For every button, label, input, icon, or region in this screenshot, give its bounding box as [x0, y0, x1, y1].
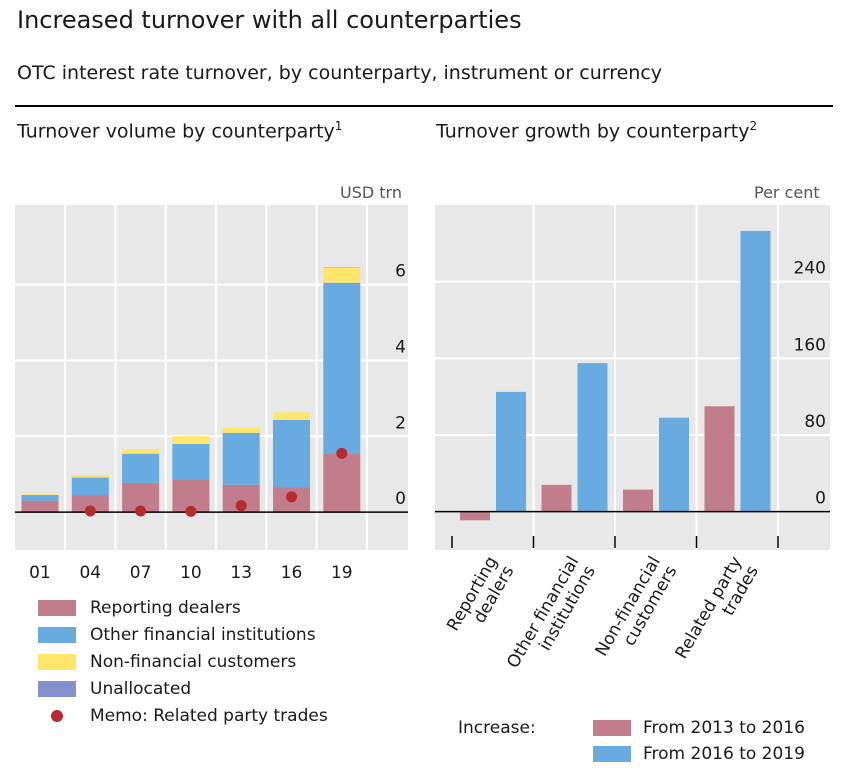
legend-swatch [38, 626, 76, 643]
chart-subtitle: OTC interest rate turnover, by counterpa… [17, 62, 663, 84]
legend-label: Memo: Related party trades [90, 705, 328, 726]
legend-swatch [38, 599, 76, 616]
left-unit-label: USD trn [340, 183, 402, 202]
memo-dot [235, 500, 247, 512]
bar-segment [21, 500, 59, 513]
memo-dot [135, 505, 147, 517]
bar-segment [122, 453, 160, 483]
bar-segment [21, 494, 59, 496]
bar [460, 511, 490, 521]
bar-segment [222, 427, 260, 433]
y-tick-label: 160 [794, 335, 826, 355]
y-tick-label: 0 [815, 489, 826, 509]
y-tick-label: 2 [395, 413, 406, 433]
y-tick-label: 0 [395, 489, 406, 509]
legend-label: Unallocated [90, 678, 192, 699]
y-tick-label: 6 [395, 262, 406, 282]
bar-segment [323, 453, 361, 513]
left-panel-title: Turnover volume by counterparty1 [17, 119, 343, 143]
bar-segment [71, 495, 109, 513]
bar-segment [172, 443, 210, 480]
bar-segment [323, 267, 361, 283]
legend-swatch [593, 720, 631, 736]
bar-segment [222, 432, 260, 485]
bar-segment [323, 282, 361, 454]
bar-segment [21, 495, 59, 501]
x-tick-label: 04 [79, 563, 101, 583]
legend-item: From 2016 to 2019 [458, 741, 805, 767]
bar-segment [71, 475, 109, 478]
turnover-volume-chart: 0 2 4 6 01 04 07 10 13 16 19 [15, 205, 408, 583]
bar [704, 406, 735, 512]
x-tick-label: 19 [331, 563, 353, 583]
bar [541, 484, 572, 512]
legend-item: Reporting dealers [38, 594, 328, 621]
bar [659, 417, 689, 512]
y-tick-label: 240 [794, 259, 826, 279]
legend-item: Other financial institutions [38, 621, 328, 648]
legend-item: Unallocated [38, 675, 328, 702]
y-tick-label: 80 [804, 412, 826, 432]
x-tick-label: 07 [130, 563, 152, 583]
legend-prefix: Increase: [458, 718, 536, 738]
left-legend: Reporting dealers Other financial institu… [38, 594, 328, 729]
memo-dot [286, 491, 297, 503]
bar [623, 489, 653, 512]
bar-segment [71, 477, 109, 496]
legend-label: Reporting dealers [90, 597, 241, 618]
bar [740, 230, 771, 512]
memo-dot [185, 505, 197, 517]
x-tick-label: 10 [180, 563, 202, 583]
bar [496, 391, 526, 512]
legend-label: From 2013 to 2016 [643, 718, 805, 738]
right-legend: Increase: From 2013 to 2016 From 2016 to… [458, 715, 805, 767]
legend-item: Increase: From 2013 to 2016 [458, 715, 805, 741]
chart-title: Increased turnover with all counterparti… [17, 6, 522, 34]
legend-swatch [593, 746, 631, 762]
legend-label: Other financial institutions [90, 624, 316, 645]
legend-item: Non-financial customers [38, 648, 328, 675]
x-tick-label: 13 [230, 563, 252, 583]
legend-label: From 2016 to 2019 [643, 744, 805, 764]
bar [577, 363, 608, 512]
header-divider [15, 105, 833, 107]
y-tick-label: 4 [395, 337, 406, 357]
legend-swatch [38, 653, 76, 670]
legend-item: Memo: Related party trades [38, 702, 328, 729]
x-tick-label: 16 [281, 563, 303, 583]
legend-swatch [51, 709, 63, 722]
bar-segment [122, 449, 160, 454]
right-unit-label: Per cent [754, 183, 820, 202]
bar-segment [273, 419, 310, 488]
legend-swatch [38, 680, 76, 697]
memo-dot [84, 505, 96, 517]
bar-segment [273, 412, 310, 420]
bar-segment [172, 436, 210, 444]
x-tick-label: 01 [29, 563, 51, 583]
right-panel-title: Turnover growth by counterparty2 [436, 119, 758, 143]
memo-dot [336, 447, 348, 459]
legend-label: Non-financial customers [90, 651, 297, 672]
